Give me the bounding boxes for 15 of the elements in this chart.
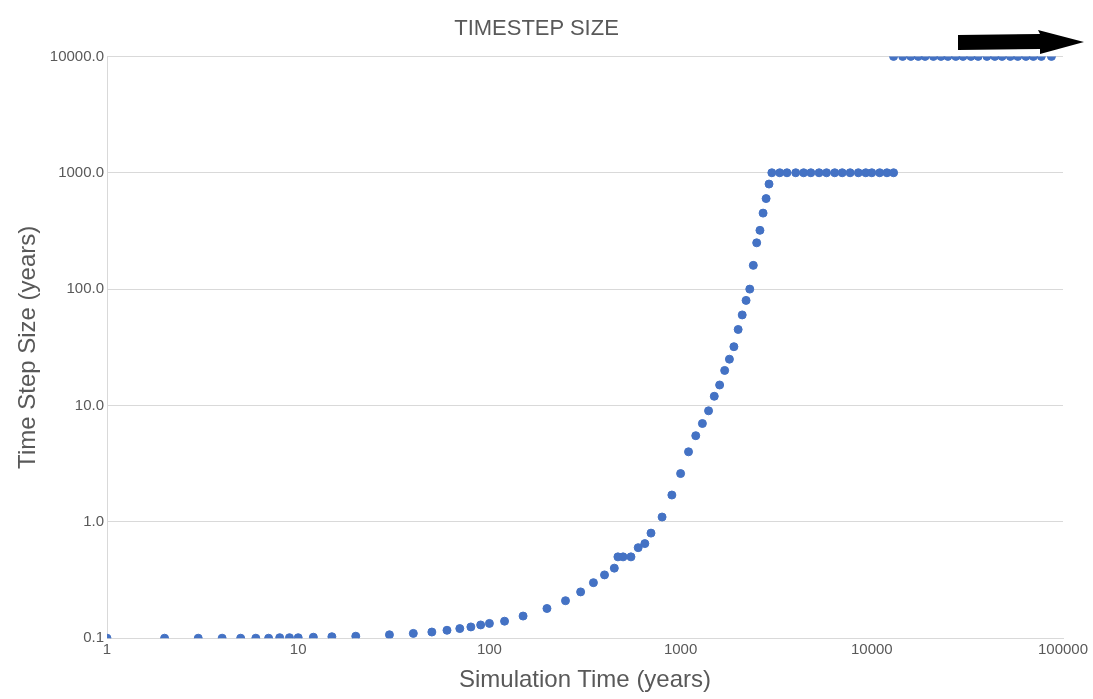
y-axis-title: Time Step Size (years) [13,225,41,469]
x-tick-label: 1000 [663,640,698,658]
x-tick-label: 1 [102,640,112,658]
y-tick-label: 10.0 [74,395,105,413]
chart-title: TIMESTEP SIZE [454,15,619,41]
y-tick-label: 100.0 [66,279,105,297]
x-tick-label: 100000 [1037,640,1089,658]
x-tick-label: 10000 [850,640,893,658]
y-tick-label: 1000.0 [58,162,105,180]
y-tick-label: 10000.0 [49,46,105,64]
x-axis-title: Simulation Time (years) [458,665,712,693]
x-tick-label: 100 [476,640,502,658]
x-tick-label: 10 [289,640,307,658]
y-tick-label: 1.0 [83,511,105,529]
y-tick-label: 0.1 [83,628,105,646]
